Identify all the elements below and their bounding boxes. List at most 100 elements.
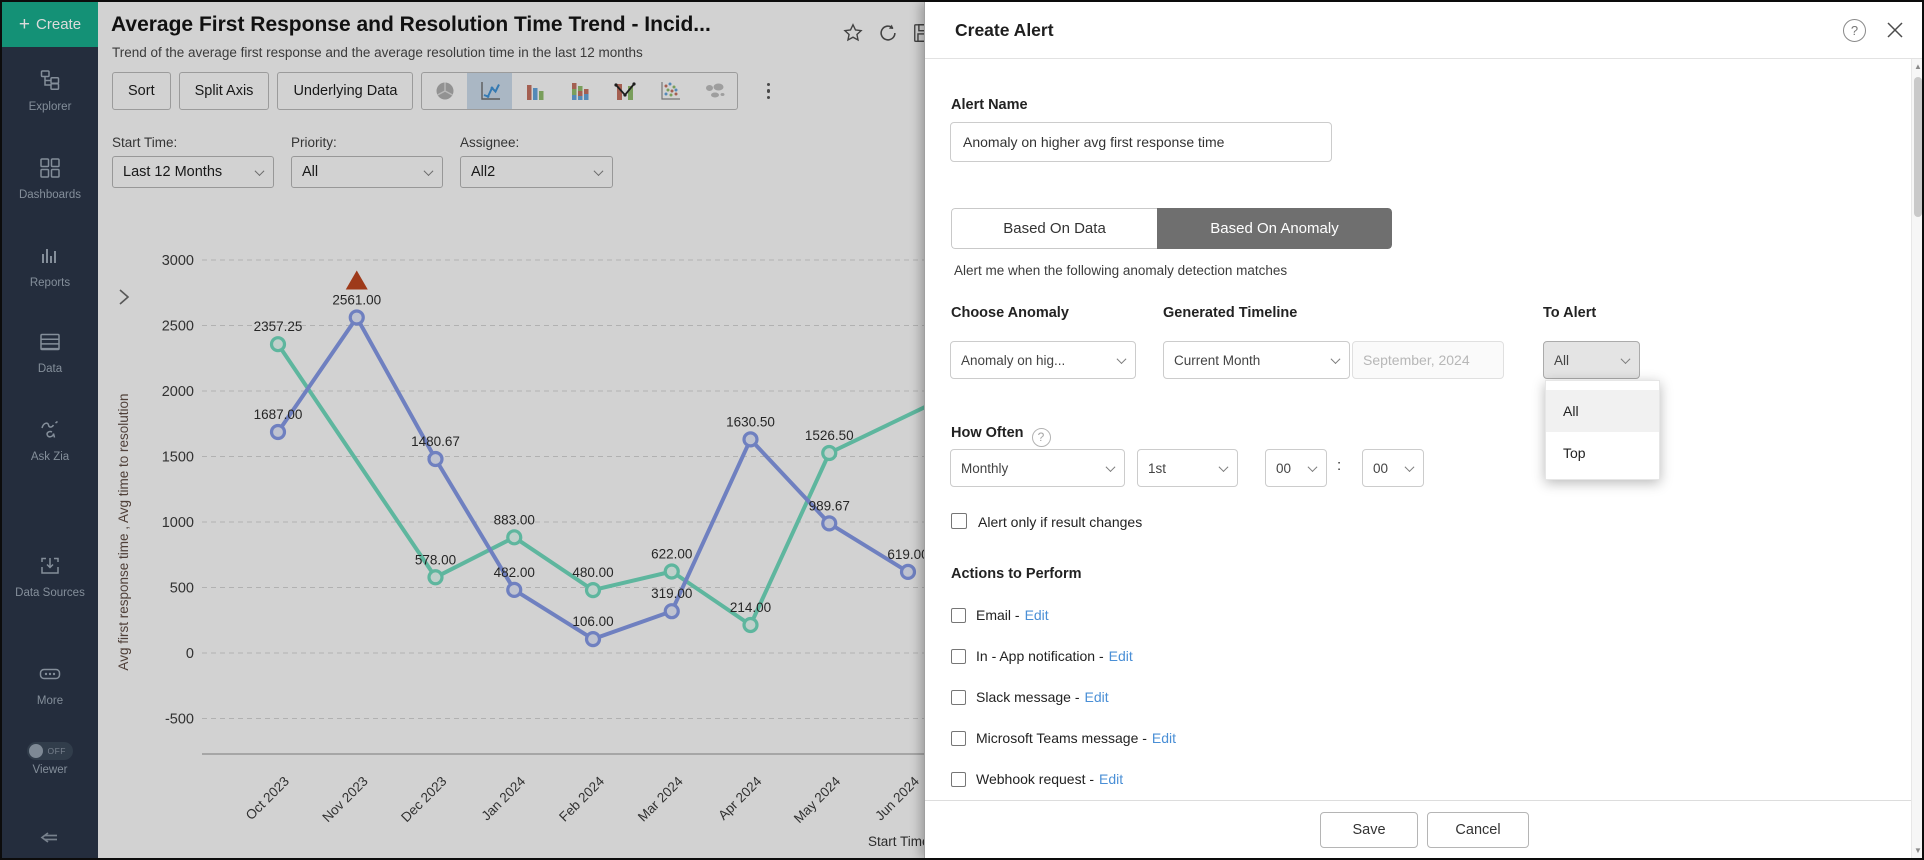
tab-based-on-anomaly[interactable]: Based On Anomaly	[1157, 208, 1392, 249]
sidebar-item-viewer[interactable]: OFF Viewer	[2, 742, 98, 777]
scatter-chart-icon[interactable]	[647, 73, 692, 109]
action-checkbox[interactable]	[951, 690, 966, 705]
action-label: Microsoft Teams message - Edit	[976, 730, 1177, 746]
sidebar-item-reports[interactable]: Reports	[2, 244, 98, 290]
svg-text:1500: 1500	[162, 450, 194, 466]
refresh-icon[interactable]	[877, 22, 899, 44]
to-alert-dropdown-menu: All Top	[1545, 380, 1660, 480]
hour-value: 00	[1276, 460, 1292, 476]
filter-select[interactable]: All2	[460, 156, 613, 188]
panel-header: Create Alert ?	[925, 2, 1922, 59]
sidebar-item-data-sources[interactable]: Data Sources	[2, 554, 98, 600]
alert-name-input[interactable]	[950, 122, 1332, 162]
generated-timeline-label: Generated Timeline	[1163, 305, 1298, 321]
action-checkbox[interactable]	[951, 649, 966, 664]
sidebar-item-explorer[interactable]: Explorer	[2, 68, 98, 114]
panel-title: Create Alert	[955, 20, 1054, 40]
sidebar-item-data[interactable]: Data	[2, 330, 98, 376]
minute-select[interactable]: 00	[1362, 449, 1424, 487]
split-axis-button[interactable]: Split Axis	[178, 72, 270, 110]
sidebar-item-dashboards[interactable]: Dashboards	[2, 156, 98, 202]
timeline-select[interactable]: Current Month	[1163, 341, 1350, 379]
to-alert-label: To Alert	[1543, 305, 1597, 321]
map-chart-icon[interactable]	[692, 73, 737, 109]
collapse-sidebar-button[interactable]	[2, 828, 98, 857]
filter-bar: Start Time: Last 12 Months Priority: All Ass…	[112, 135, 613, 188]
ask-zia-icon	[38, 418, 62, 442]
bar-chart-icon[interactable]	[512, 73, 557, 109]
svg-text:622.00: 622.00	[651, 547, 692, 562]
result-changes-checkbox[interactable]	[951, 513, 967, 529]
filter-select[interactable]: All	[291, 156, 443, 188]
panel-scrollbar[interactable]: ▲ ▼	[1911, 59, 1922, 858]
more-options-icon[interactable]	[754, 72, 782, 110]
svg-text:319.00: 319.00	[651, 586, 692, 601]
pie-chart-icon[interactable]	[422, 73, 467, 109]
scroll-up-icon[interactable]: ▲	[1914, 62, 1922, 71]
help-icon[interactable]: ?	[1843, 19, 1866, 42]
chevron-down-icon	[1218, 461, 1229, 472]
filter-label: Start Time:	[112, 135, 178, 150]
how-often-label: How Often?	[951, 425, 1051, 447]
save-button[interactable]: Save	[1320, 811, 1418, 848]
combo-chart-icon[interactable]	[602, 73, 647, 109]
filter-label: Assignee:	[460, 135, 520, 150]
line-chart-icon[interactable]	[467, 73, 513, 109]
action-checkbox[interactable]	[951, 608, 966, 623]
alert-name-label: Alert Name	[951, 97, 1028, 113]
day-select[interactable]: 1st	[1137, 449, 1238, 487]
choose-anomaly-select[interactable]: Anomaly on hig...	[950, 341, 1136, 379]
stacked-bar-chart-icon[interactable]	[557, 73, 602, 109]
sidebar-item-label: More	[36, 695, 64, 707]
sidebar-item-more[interactable]: More	[2, 662, 98, 708]
underlying-data-button[interactable]: Underlying Data	[277, 72, 414, 110]
svg-text:3000: 3000	[162, 253, 194, 269]
svg-text:500: 500	[170, 581, 194, 597]
create-alert-panel: Create Alert ? Alert Name Based On Data …	[924, 2, 1922, 858]
panel-footer: Save Cancel	[925, 800, 1922, 858]
frequency-select[interactable]: Monthly	[950, 449, 1125, 487]
timeline-value: Current Month	[1174, 352, 1261, 368]
create-button[interactable]: + Create	[2, 2, 98, 47]
svg-text:2357.25: 2357.25	[254, 319, 303, 334]
reports-icon	[38, 244, 62, 268]
scrollbar-thumb[interactable]	[1914, 77, 1922, 217]
action-checkbox[interactable]	[951, 772, 966, 787]
sidebar-item-ask-zia[interactable]: Ask Zia	[2, 418, 98, 464]
chevron-down-icon	[1330, 353, 1341, 364]
filter-label: Priority:	[291, 135, 337, 150]
chevron-down-icon	[1620, 353, 1631, 364]
sidebar-item-label: Reports	[29, 277, 71, 289]
tab-based-on-data[interactable]: Based On Data	[951, 208, 1157, 249]
report-area: Average First Response and Resolution Ti…	[98, 2, 932, 860]
filter-select[interactable]: Last 12 Months	[112, 156, 274, 188]
action-label: In - App notification - Edit	[976, 648, 1133, 664]
svg-text:2000: 2000	[162, 384, 194, 400]
sort-button[interactable]: Sort	[112, 72, 171, 110]
edit-link[interactable]: Edit	[1108, 648, 1133, 664]
action-checkbox[interactable]	[951, 731, 966, 746]
how-often-help-icon[interactable]: ?	[1031, 427, 1051, 447]
to-alert-option-all[interactable]: All	[1546, 390, 1659, 432]
edit-link[interactable]: Edit	[1084, 689, 1109, 705]
how-often-label-text: How Often	[951, 425, 1024, 441]
edit-link[interactable]: Edit	[1151, 730, 1177, 746]
edit-link[interactable]: Edit	[1099, 771, 1124, 787]
close-icon[interactable]	[1886, 21, 1904, 39]
edit-link[interactable]: Edit	[1024, 607, 1049, 623]
filter-starttime: Start Time: Last 12 Months	[112, 135, 274, 188]
filter-value: All2	[471, 164, 496, 180]
cancel-button[interactable]: Cancel	[1427, 811, 1529, 848]
favorite-star-icon[interactable]	[842, 22, 864, 44]
svg-text:Start Time: Start Time	[868, 834, 924, 849]
actions-to-perform-label: Actions to Perform	[951, 566, 1082, 582]
svg-text:-500: -500	[165, 712, 194, 728]
to-alert-select[interactable]: All	[1543, 341, 1640, 379]
scroll-down-icon[interactable]: ▼	[1914, 846, 1922, 855]
svg-text:2561.00: 2561.00	[332, 293, 381, 308]
to-alert-option-top[interactable]: Top	[1563, 445, 1586, 461]
hour-select[interactable]: 00	[1265, 449, 1327, 487]
sidebar: + Create Explorer Dashboards Reports Data As…	[2, 2, 98, 858]
viewer-toggle[interactable]: OFF	[27, 742, 73, 760]
